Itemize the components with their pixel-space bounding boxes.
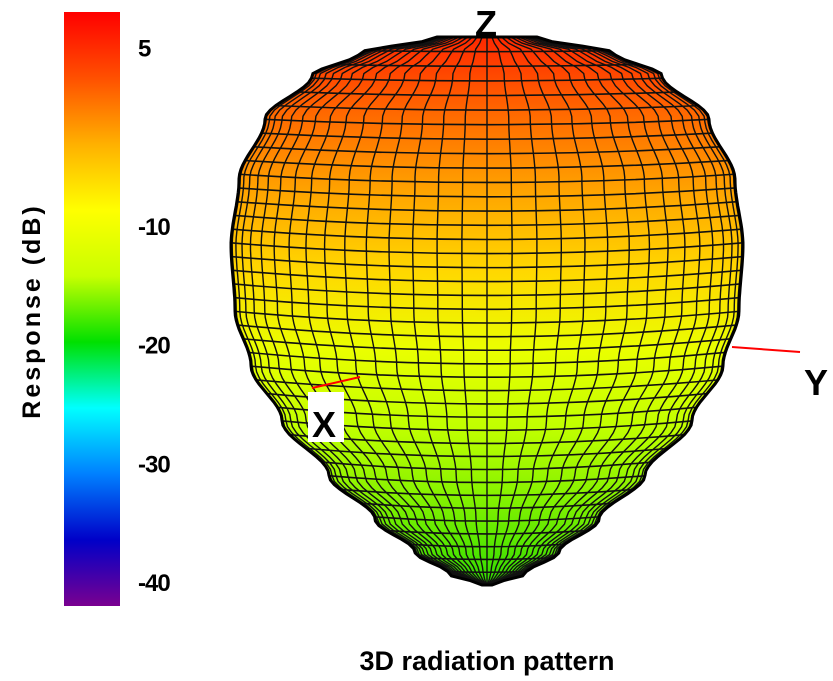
mesh-longitude-line bbox=[344, 37, 485, 585]
mesh-longitude-line bbox=[412, 37, 487, 585]
mesh-longitude-line bbox=[323, 37, 485, 585]
mesh-longitude-line bbox=[490, 37, 701, 585]
mesh-longitude-line bbox=[486, 37, 513, 585]
colorbar-tick-label: -10 bbox=[138, 214, 170, 241]
y-axis-label: Y bbox=[804, 362, 828, 403]
x-axis-line bbox=[311, 376, 361, 389]
mesh-longitude-line bbox=[487, 37, 538, 585]
x-label-backdrop bbox=[308, 392, 344, 442]
mesh-longitude-line bbox=[365, 37, 485, 585]
colorbar-tick-label: -40 bbox=[138, 570, 170, 597]
z-axis-label: Z bbox=[475, 3, 497, 44]
mesh-longitude-line bbox=[241, 37, 483, 585]
colorbar: 5 -10 -20 -30 -40 Response (dB) bbox=[18, 12, 171, 606]
mesh-longitude-line bbox=[491, 37, 714, 585]
mesh-longitude-line bbox=[491, 37, 725, 585]
mesh-longitude-line bbox=[260, 37, 483, 585]
mesh-longitude-line bbox=[249, 37, 483, 585]
mesh-longitude-line bbox=[489, 37, 651, 585]
figure-title: 3D radiation pattern bbox=[359, 646, 614, 676]
mesh-longitude-line bbox=[388, 37, 486, 585]
colorbar-tick-label: -30 bbox=[138, 451, 170, 478]
mesh-longitude-line bbox=[489, 37, 630, 585]
radiation-surface bbox=[229, 35, 745, 587]
mesh-longitude-line bbox=[490, 37, 669, 585]
colorbar-label: Response (dB) bbox=[18, 203, 46, 418]
mesh-longitude-line bbox=[436, 37, 487, 585]
mesh-longitude-line bbox=[489, 37, 609, 585]
surface-mesh bbox=[231, 37, 743, 585]
mesh-longitude-line bbox=[488, 37, 586, 585]
mesh-longitude-line bbox=[490, 37, 686, 585]
x-axis-label: X bbox=[312, 404, 336, 445]
mesh-longitude-line bbox=[461, 37, 488, 585]
y-axis-line bbox=[731, 346, 801, 353]
colorbar-ticks: 5 -10 -20 -30 -40 bbox=[138, 36, 171, 598]
mesh-longitude-line bbox=[305, 37, 484, 585]
mesh-longitude-line bbox=[273, 37, 484, 585]
mesh-longitude-line bbox=[491, 37, 733, 585]
mesh-longitude-line bbox=[288, 37, 484, 585]
colorbar-tick-label: 5 bbox=[138, 36, 151, 63]
colorbar-gradient bbox=[64, 12, 120, 606]
mesh-longitude-line bbox=[487, 37, 562, 585]
surface-outline bbox=[229, 35, 745, 587]
coordinate-axes: X Y Z bbox=[308, 3, 828, 445]
colorbar-tick-label: -20 bbox=[138, 333, 170, 360]
